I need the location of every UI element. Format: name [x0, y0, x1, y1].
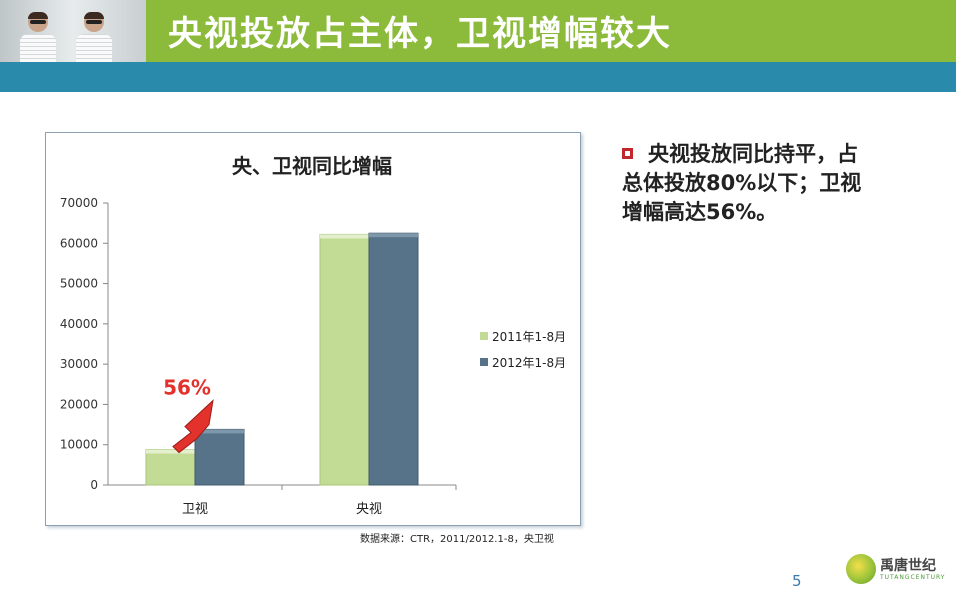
bar-top-highlight [195, 429, 244, 434]
logo-subtitle: TUTANGCENTURY [880, 574, 946, 581]
growth-arrow-icon [172, 399, 214, 454]
bar-卫视-2011年1-8月 [145, 449, 196, 486]
bar-央视-2012年1-8月 [368, 232, 419, 486]
person-figure [74, 12, 114, 62]
bar-卫视-2012年1-8月 [194, 428, 245, 486]
logo-globe-icon [846, 554, 876, 584]
bar-chart: 央、卫视同比增幅 0 10000 20000 30000 40000 50000 60000 7… [60, 154, 566, 517]
logo-name: 禹唐世纪 [880, 558, 936, 574]
page-number: 5 [792, 572, 802, 590]
y-tick-label: 50000 [60, 277, 98, 291]
y-tick-label: 40000 [60, 317, 98, 331]
legend-swatch-2 [480, 358, 488, 366]
company-logo: 禹唐世纪 TUTANGCENTURY [846, 552, 954, 588]
y-tick-label: 10000 [60, 438, 98, 452]
header-photo [0, 0, 146, 62]
chart-panel: 央、卫视同比增幅 0 10000 20000 30000 40000 50000 60000 7… [45, 132, 581, 526]
y-tick-label: 70000 [60, 196, 98, 210]
header-accent-strip [0, 62, 956, 92]
chart-title: 央、卫视同比增幅 [232, 154, 392, 178]
bullet-line-1: 央视投放同比持平，占 [648, 142, 858, 166]
growth-annotation-label: 56% [163, 376, 211, 400]
bar-top-highlight [146, 449, 195, 454]
legend-label-1: 2011年1-8月 [492, 330, 566, 344]
y-tick-label: 20000 [60, 397, 98, 411]
legend-label-2: 2012年1-8月 [492, 356, 566, 370]
square-bullet-icon [622, 148, 633, 159]
bar-央视-2011年1-8月 [319, 233, 370, 486]
y-tick-label: 0 [90, 478, 98, 492]
bar-top-highlight [369, 233, 418, 238]
header-bar [0, 0, 956, 62]
bar-top-highlight [320, 234, 369, 239]
source-note: 数据来源：CTR，2011/2012.1-8，央卫视 [360, 534, 554, 545]
y-tick-label: 30000 [60, 357, 98, 371]
bullet-line-2: 总体投放80%以下；卫视 [622, 171, 862, 195]
legend-swatch-1 [480, 332, 488, 340]
page-title: 央视投放占主体，卫视增幅较大 [168, 14, 672, 54]
x-tick-label: 央视 [356, 502, 382, 517]
x-tick-label: 卫视 [182, 502, 208, 517]
bullet-point: 央视投放同比持平，占 总体投放80%以下；卫视 增幅高达56%。 [622, 140, 912, 227]
y-tick-label: 60000 [60, 236, 98, 250]
person-figure [18, 12, 58, 62]
bullet-line-3: 增幅高达56%。 [622, 200, 778, 224]
